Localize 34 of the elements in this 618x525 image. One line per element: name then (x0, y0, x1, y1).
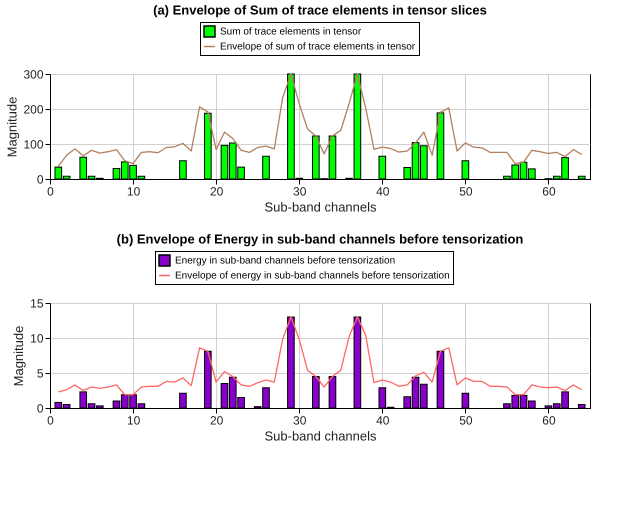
y-tick-label: 15 (30, 296, 44, 310)
x-tick-label: 20 (210, 414, 224, 428)
y-tick-label: 0 (36, 402, 44, 416)
x-tick-label: 30 (293, 414, 307, 428)
x-tick-label: 10 (126, 184, 141, 198)
x-tick-label: 30 (293, 184, 307, 198)
x-tick-label: 50 (459, 414, 473, 428)
legend-label: Envelope of energy in sub-band channels before tensorization (175, 270, 450, 282)
x-tick-label: 0 (47, 414, 54, 428)
line-series (58, 316, 582, 396)
legend-label: Sum of trace elements in tensor (220, 26, 362, 38)
x-tick-label: 0 (47, 184, 54, 198)
chart-title: (a) Envelope of Sum of trace elements in tensor slices (153, 2, 487, 18)
x-tick-label: 20 (210, 184, 224, 198)
x-axis-title: Sub-band channels (264, 428, 378, 444)
x-tick-label: 40 (376, 414, 390, 428)
y-axis-title: Magnitude (11, 326, 26, 386)
x-tick-label: 60 (542, 184, 556, 198)
x-axis-title: Sub-band channels (264, 200, 378, 214)
y-axis-title: Magnitude (4, 96, 20, 158)
legend-label: Envelope of sum of trace elements in tensor (220, 42, 416, 52)
x-tick-label: 60 (542, 414, 556, 428)
y-tick-label: 0 (36, 172, 44, 186)
y-tick-label: 10 (30, 332, 44, 346)
y-tick-label: 5 (36, 366, 44, 380)
chart-title: (b) Envelope of Energy in sub-band channels before tensorization (116, 232, 524, 246)
y-tick-label: 200 (23, 102, 44, 116)
y-tick-label: 100 (23, 138, 44, 152)
line-series (58, 73, 582, 168)
x-tick-label: 50 (459, 184, 473, 198)
y-tick-label: 300 (23, 68, 44, 82)
x-tick-label: 40 (376, 184, 390, 198)
legend-label: Energy in sub-band channels before tensorization (175, 256, 396, 266)
x-tick-label: 10 (126, 414, 141, 428)
